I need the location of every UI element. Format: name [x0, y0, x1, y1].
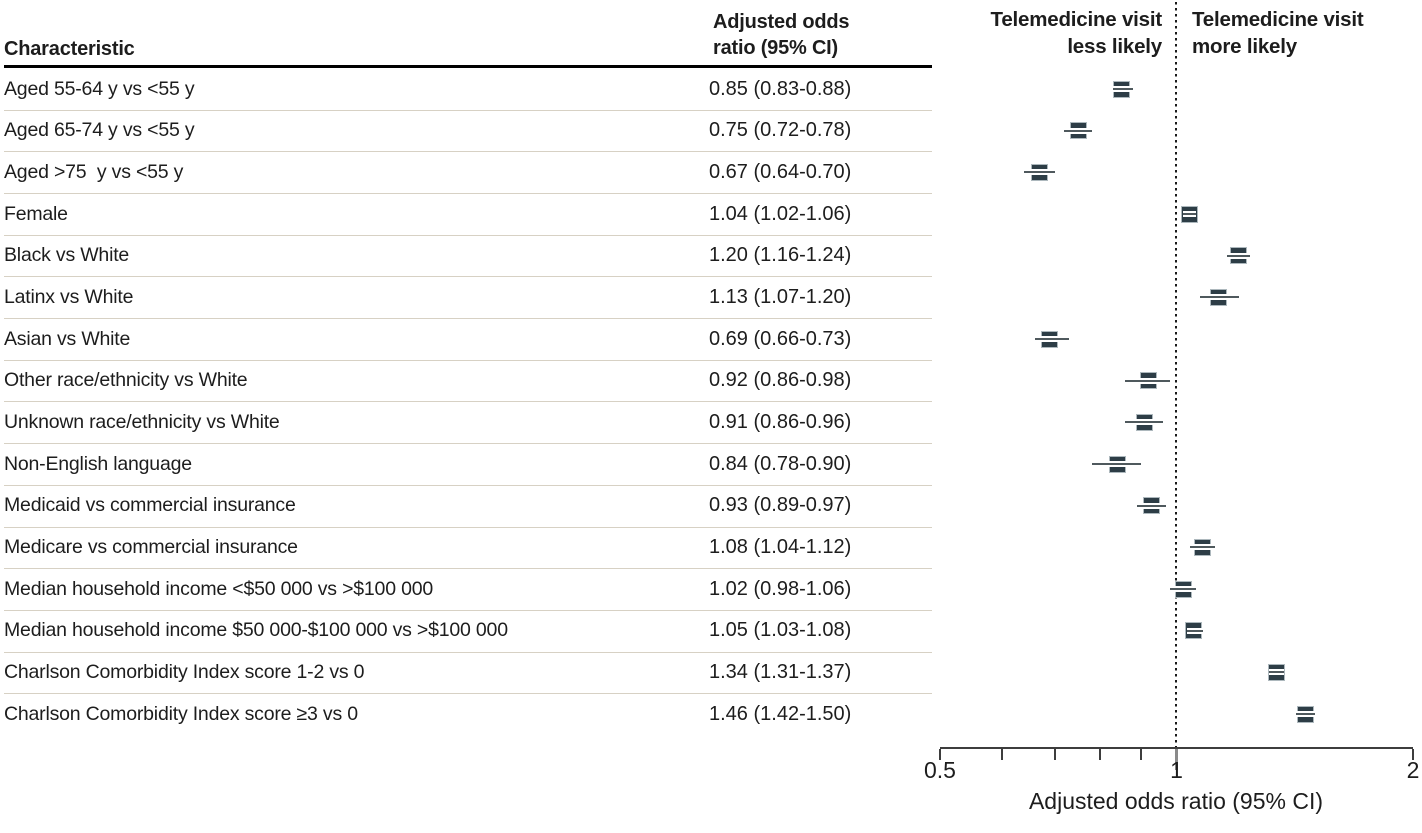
x-axis-tick: [1001, 749, 1004, 760]
table-row: Median household income $50 000-$100 000…: [4, 610, 932, 652]
row-characteristic-label: Median household income $50 000-$100 000…: [4, 619, 508, 642]
row-odds-ratio-value: 0.93 (0.89-0.97): [709, 494, 852, 517]
table-row: Female 1.04 (1.02-1.06): [4, 193, 932, 235]
table-row: Aged >75 y vs <55 y 0.67 (0.64-0.70): [4, 151, 932, 193]
row-separator: [4, 443, 932, 445]
row-odds-ratio-value: 0.67 (0.64-0.70): [709, 160, 852, 183]
row-separator: [4, 318, 932, 320]
x-axis-tick: [1412, 749, 1414, 760]
row-characteristic-label: Charlson Comorbidity Index score ≥3 vs 0: [4, 702, 358, 725]
row-odds-ratio-value: 1.20 (1.16-1.24): [709, 244, 852, 267]
table-row: Non-English language 0.84 (0.78-0.90): [4, 443, 932, 485]
confidence-interval-whisker: [1125, 377, 1170, 384]
x-axis-line: [940, 747, 1413, 749]
row-odds-ratio-value: 0.75 (0.72-0.78): [709, 119, 852, 142]
row-odds-ratio-value: 1.05 (1.03-1.08): [709, 619, 852, 642]
table-row: Latinx vs White 1.13 (1.07-1.20): [4, 276, 932, 318]
row-separator: [4, 276, 932, 278]
plot-region-label-less-likely: Telemedicine visit less likely: [990, 8, 1163, 58]
row-separator: [4, 526, 932, 528]
row-characteristic-label: Aged >75 y vs <55 y: [4, 160, 184, 183]
row-characteristic-label: Latinx vs White: [4, 285, 134, 308]
row-separator: [4, 151, 932, 153]
table-row: Black vs White 1.20 (1.16-1.24): [4, 235, 932, 277]
header-rule: [4, 65, 932, 68]
confidence-interval-whisker: [1091, 461, 1141, 468]
plot-region-label-more-likely: Telemedicine visit more likely: [1192, 8, 1364, 58]
confidence-interval-whisker: [1125, 419, 1163, 426]
table-row: Charlson Comorbidity Index score ≥3 vs 0…: [4, 693, 932, 735]
confidence-interval-whisker: [1227, 252, 1250, 259]
row-separator: [4, 401, 932, 403]
confidence-interval-whisker: [1183, 211, 1197, 217]
x-axis-title: Adjusted odds ratio (95% CI): [1028, 788, 1324, 814]
row-separator: [4, 359, 932, 361]
x-axis-tick-label: 0.5: [924, 757, 956, 783]
odds-ratio-column-header: Adjusted odds ratio (95% CI): [713, 11, 850, 59]
confidence-interval-whisker: [1064, 127, 1092, 134]
row-characteristic-label: Other race/ethnicity vs White: [4, 369, 248, 392]
row-odds-ratio-value: 1.13 (1.07-1.20): [709, 285, 852, 308]
table-row: Medicare vs commercial insurance 1.08 (1.…: [4, 526, 932, 568]
row-odds-ratio-value: 1.02 (0.98-1.06): [709, 577, 852, 600]
row-separator: [4, 234, 932, 236]
row-odds-ratio-value: 1.34 (1.31-1.37): [709, 660, 852, 683]
confidence-interval-whisker: [1034, 336, 1070, 343]
table-row: Medicaid vs commercial insurance 0.93 (0.…: [4, 485, 932, 527]
table-row: Charlson Comorbidity Index score 1-2 vs …: [4, 651, 932, 693]
row-separator: [4, 609, 932, 611]
row-characteristic-label: Black vs White: [4, 244, 130, 267]
row-characteristic-label: Medicaid vs commercial insurance: [4, 494, 296, 517]
table-row: Median household income <$50 000 vs >$10…: [4, 568, 932, 610]
confidence-interval-whisker: [1169, 586, 1197, 593]
confidence-interval-whisker: [1024, 169, 1055, 176]
row-separator: [4, 193, 932, 195]
x-axis-tick-label: 1: [1170, 757, 1183, 783]
row-characteristic-label: Medicare vs commercial insurance: [4, 535, 298, 558]
reference-line-or-1: [1175, 2, 1177, 748]
table-row: Other race/ethnicity vs White 0.92 (0.86-…: [4, 360, 932, 402]
row-separator: [4, 693, 932, 695]
row-separator: [4, 651, 932, 653]
x-axis-tick-label: 2: [1406, 757, 1420, 783]
row-odds-ratio-value: 0.92 (0.86-0.98): [709, 369, 852, 392]
row-odds-ratio-value: 1.46 (1.42-1.50): [709, 702, 852, 725]
confidence-interval-whisker: [1112, 86, 1133, 92]
confidence-interval-whisker: [1189, 544, 1216, 551]
x-axis-tick: [1053, 749, 1056, 760]
row-characteristic-label: Median household income <$50 000 vs >$10…: [4, 577, 433, 600]
table-row: Asian vs White 0.69 (0.66-0.73): [4, 318, 932, 360]
row-characteristic-label: Aged 55-64 y vs <55 y: [4, 77, 195, 100]
row-odds-ratio-value: 1.04 (1.02-1.06): [709, 202, 852, 225]
x-axis-tick: [1175, 749, 1178, 770]
row-characteristic-label: Unknown race/ethnicity vs White: [4, 410, 280, 433]
table-row: Unknown race/ethnicity vs White 0.91 (0.8…: [4, 401, 932, 443]
row-separator: [4, 484, 932, 486]
x-axis-tick: [939, 749, 941, 760]
confidence-interval-whisker: [1296, 711, 1315, 718]
row-odds-ratio-value: 0.69 (0.66-0.73): [709, 327, 852, 350]
confidence-interval-whisker: [1199, 294, 1239, 301]
x-axis-tick: [1099, 749, 1102, 760]
row-characteristic-label: Aged 65-74 y vs <55 y: [4, 119, 195, 142]
row-odds-ratio-value: 1.08 (1.04-1.12): [709, 535, 852, 558]
row-separator: [4, 109, 932, 111]
confidence-interval-whisker: [1136, 502, 1167, 509]
table-row: Aged 55-64 y vs <55 y 0.85 (0.83-0.88): [4, 68, 932, 110]
row-characteristic-label: Charlson Comorbidity Index score 1-2 vs …: [4, 660, 365, 683]
confidence-interval-whisker: [1268, 669, 1284, 676]
row-odds-ratio-value: 0.85 (0.83-0.88): [709, 77, 852, 100]
row-characteristic-label: Asian vs White: [4, 327, 131, 350]
row-odds-ratio-value: 0.84 (0.78-0.90): [709, 452, 852, 475]
x-axis-tick: [1139, 749, 1142, 760]
row-characteristic-label: Female: [4, 202, 68, 225]
confidence-interval-whisker: [1186, 627, 1203, 634]
row-characteristic-label: Non-English language: [4, 452, 192, 475]
characteristic-column-header: Characteristic: [4, 38, 135, 60]
row-odds-ratio-value: 0.91 (0.86-0.96): [709, 410, 852, 433]
table-row: Aged 65-74 y vs <55 y 0.75 (0.72-0.78): [4, 110, 932, 152]
row-separator: [4, 568, 932, 570]
